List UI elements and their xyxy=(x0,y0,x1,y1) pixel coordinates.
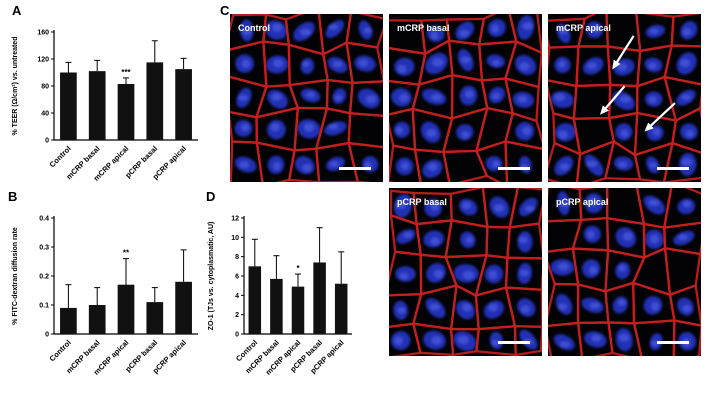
y-tick-label: 0.3 xyxy=(39,245,49,252)
bar xyxy=(175,69,192,140)
micrograph-label: pCRP basal xyxy=(397,197,447,207)
micrograph-pcrp-basal: pCRP basal xyxy=(389,188,542,356)
nuclei-layer xyxy=(391,15,537,178)
micrograph-mcrp-apical: mCRP apical xyxy=(548,14,701,182)
membrane-layer xyxy=(389,188,542,356)
micrograph-pcrp-apical: pCRP apical xyxy=(548,188,701,356)
y-tick-label: 10 xyxy=(231,235,239,242)
bar xyxy=(270,278,283,334)
bar xyxy=(88,71,106,140)
bar xyxy=(313,262,326,334)
y-tick-label: 0 xyxy=(45,138,49,145)
scale-bar xyxy=(498,341,530,344)
bar xyxy=(117,83,135,140)
y-tick-label: 6 xyxy=(235,274,239,281)
micrograph-label: pCRP apical xyxy=(556,197,608,207)
nuclei-layer xyxy=(550,191,697,352)
bar xyxy=(146,62,164,140)
nuclei-layer xyxy=(550,21,698,176)
y-axis-label: ZO-1 (TJs vs. cytoplasmatic, AU) xyxy=(208,222,215,331)
bar xyxy=(248,266,262,334)
y-tick-label: 0 xyxy=(235,332,239,339)
membrane-layer xyxy=(230,14,383,182)
membrane-layer xyxy=(548,188,701,356)
y-tick-label: 12 xyxy=(231,216,239,223)
y-axis-label: % TEER (Ω/cm²) vs. untreated xyxy=(12,37,19,136)
chart-teer: 0 40 80 120 160 Control mCRP basal *** mCRP apic… xyxy=(8,14,204,202)
bar xyxy=(291,286,305,334)
y-tick-label: 4 xyxy=(235,293,239,300)
micrograph-label: mCRP apical xyxy=(556,23,611,33)
y-tick-label: 120 xyxy=(37,57,49,64)
panel-label-a: A xyxy=(12,3,22,18)
y-tick-label: 0.2 xyxy=(39,274,49,281)
bar xyxy=(146,302,164,334)
membrane-layer xyxy=(389,14,542,182)
bar xyxy=(88,305,106,334)
bar xyxy=(60,307,77,334)
micrograph-label: Control xyxy=(238,23,270,33)
micrograph-control: Control xyxy=(230,14,383,182)
membrane-layer xyxy=(548,14,701,182)
scale-bar xyxy=(498,167,530,170)
y-tick-label: 160 xyxy=(37,30,49,37)
scale-bar xyxy=(657,167,689,170)
chart-zo1: 0 2 4 6 8 10 12 Control mCRP basal * mCRP apical pC… xyxy=(204,202,356,400)
significance-star: * xyxy=(296,264,300,273)
scale-bar xyxy=(339,167,371,170)
micrograph-mcrp-basal: mCRP basal xyxy=(389,14,542,182)
micrograph-label: mCRP basal xyxy=(397,23,449,33)
nuclei-layer xyxy=(234,19,380,175)
bar xyxy=(175,281,192,334)
y-tick-label: 40 xyxy=(41,111,49,118)
bar xyxy=(117,284,135,334)
y-tick-label: 0.4 xyxy=(39,216,49,223)
arrow-icon xyxy=(612,35,635,70)
bar xyxy=(334,283,348,334)
panel-label-c: C xyxy=(220,3,230,18)
bar xyxy=(60,72,77,140)
chart-fitc-dextran: 0 0.1 0.2 0.3 0.4 Control mCRP basal ** mCRP api… xyxy=(8,202,204,400)
y-tick-label: 80 xyxy=(41,84,49,91)
y-tick-label: 0 xyxy=(45,332,49,339)
nuclei-layer xyxy=(391,193,538,351)
panel-label-d: D xyxy=(206,189,216,204)
y-axis-label: % FITC-dextran diffusion rate xyxy=(12,227,19,325)
scale-bar xyxy=(657,341,689,344)
significance-star: *** xyxy=(121,68,131,77)
arrow-icon xyxy=(644,102,676,132)
x-tick-label: Control xyxy=(48,144,73,169)
arrow-icon xyxy=(600,85,626,115)
y-tick-label: 8 xyxy=(235,254,239,261)
panel-label-b: B xyxy=(8,189,18,204)
y-tick-label: 2 xyxy=(235,312,239,319)
y-tick-label: 0.1 xyxy=(39,303,49,310)
x-tick-label: Control xyxy=(48,338,73,363)
significance-star: ** xyxy=(123,249,130,258)
